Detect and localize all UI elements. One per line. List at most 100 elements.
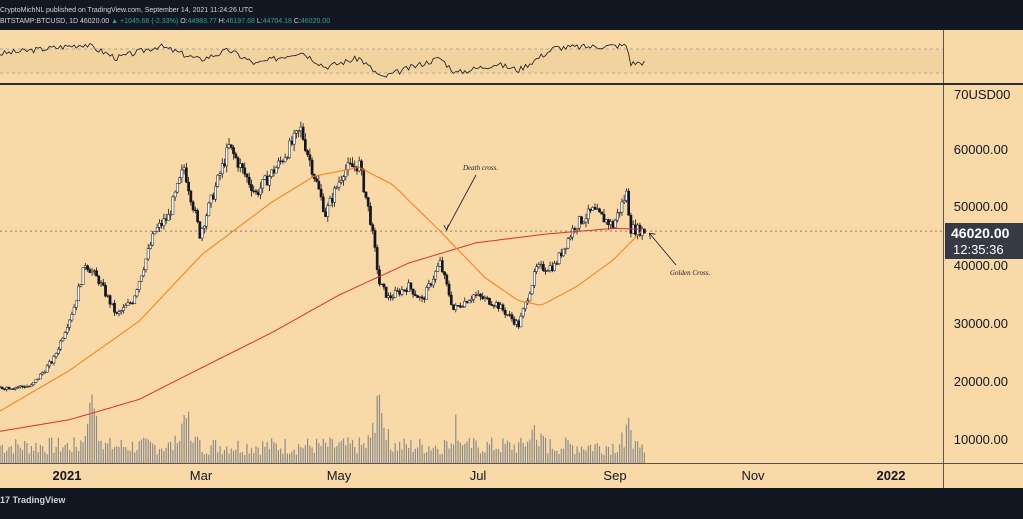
candle-body [625,190,628,201]
volume-bar [237,440,239,463]
volume-bar [336,446,338,463]
volume-bar [493,450,495,463]
candle-body [263,175,267,180]
candle-body [207,202,211,216]
volume-bar [214,439,217,463]
volume-bar [491,437,493,463]
volume-bar [57,437,59,463]
candle-body [144,258,148,271]
candle-body [167,214,170,221]
candle-body [479,293,482,297]
candle-body [104,285,107,297]
candle-body [501,304,505,311]
currency-unit-suffix: 00 [995,87,1011,102]
candle-body [99,282,103,284]
price-pane[interactable]: Death cross. Golden Cross. [0,85,943,463]
candle-body [256,191,260,195]
time-label: May [326,468,352,483]
candle-body [530,285,534,295]
volume-bar [374,432,376,463]
candle-body [364,191,368,198]
volume-bar [304,445,306,463]
candle-body [591,207,595,211]
candle-body [25,386,29,388]
candle-body [234,153,238,159]
candle-body [122,306,125,311]
candle-body [524,301,527,310]
candle-body [400,289,404,295]
symbol-name[interactable]: BITSTAMP:BTCUSD, 1D [0,18,79,25]
candle-body [106,295,110,297]
volume-bar [589,444,592,463]
candle-body [568,236,572,239]
volume-bar [578,452,580,463]
candle-body [324,211,327,217]
candle-body [405,289,408,292]
candle-body [5,387,9,390]
volume-bar [632,448,634,463]
volume-bar [158,449,161,463]
candle-body [577,216,581,229]
oscillator-scale[interactable] [943,30,1023,83]
volume-bar [107,443,109,463]
volume-bar [479,453,482,463]
volume-bar [610,454,612,463]
candle-body [598,208,601,213]
candle-body [506,314,509,316]
pane-divider[interactable] [0,83,1023,85]
volume-bar [100,440,102,463]
candle-body [250,184,253,192]
candle-body [593,207,597,210]
volume-bar [39,444,42,463]
candle-body [16,386,20,389]
candle-body [512,318,516,325]
candle-body [308,154,312,161]
volume-bar [452,444,455,463]
candle-body [362,169,366,193]
volume-bar [634,440,637,463]
volume-bar [522,442,524,463]
death-cross-label: Death cross. [462,164,498,172]
candle-body [339,180,343,183]
volume-bar [560,448,562,463]
candle-body [97,275,101,284]
volume-bar [239,452,241,463]
close-value: 46020.00 [300,18,331,25]
candle-body [142,269,146,277]
volume-bar [468,437,470,463]
volume-bar [475,440,477,463]
candle-body [559,252,563,257]
price-scale[interactable]: 70USD00 60000.00 50000.00 40000.00 30000… [943,85,1023,463]
candle-body [384,286,388,298]
candle-body [68,319,71,328]
volume-bar [576,446,578,463]
candle-body [48,361,51,367]
tradingview-logo-icon: 17 [0,495,11,505]
time-label: Jul [469,468,487,483]
oscillator-band [0,49,943,73]
candle-body [526,300,529,303]
current-price-badge: 46020.00 12:35:36 [945,223,1023,259]
volume-bar [30,446,33,463]
oscillator-pane[interactable] [0,30,943,83]
volume-bar [500,452,502,463]
candle-body [88,269,92,273]
time-axis[interactable]: 2021 Mar May Jul Sep Nov 2022 [0,463,943,489]
volume-bar [181,423,183,463]
tradingview-brand[interactable]: 17 TradingView [0,495,65,505]
close-label: C: [293,18,301,25]
volume-bar [410,440,412,463]
candle-body [259,187,262,195]
volume-bar [322,438,324,463]
candle-body [191,201,195,211]
candle-body [321,196,325,212]
volume-bar [585,450,587,463]
candle-body [353,166,357,168]
volume-bar [179,440,181,463]
volume-bar [152,443,154,463]
volume-bar [93,408,95,463]
volume-bar [340,440,342,463]
up-arrow-icon: ▲ [111,18,119,25]
scale-top-label: 70USD00 [954,87,1010,102]
candle-body [600,211,604,215]
